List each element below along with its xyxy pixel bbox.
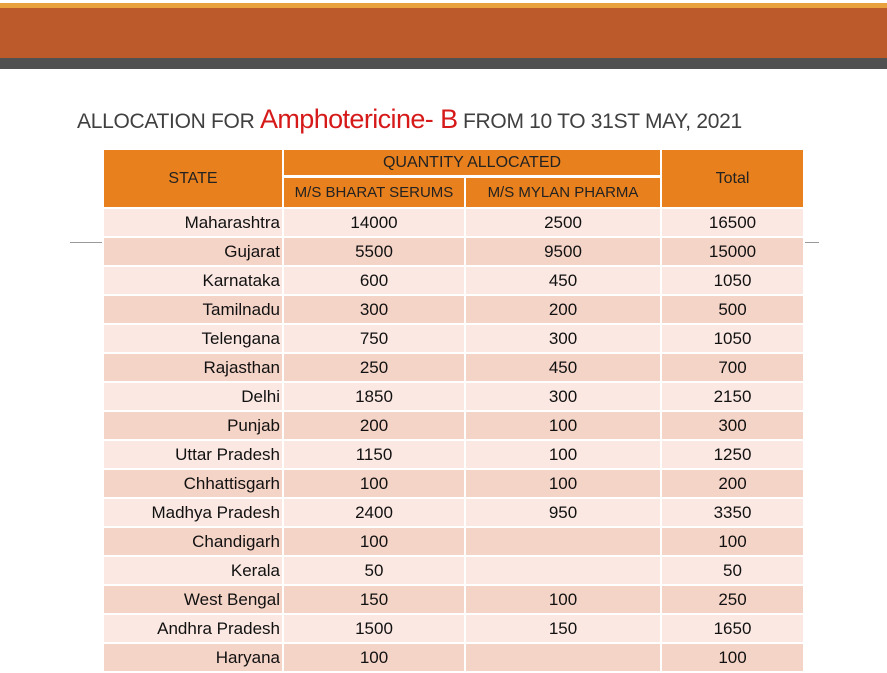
bharat-quantity-cell: 250 bbox=[282, 352, 466, 383]
total-quantity-cell: 1250 bbox=[660, 439, 805, 470]
mylan-quantity-cell: 300 bbox=[464, 381, 662, 412]
total-quantity-cell: 3350 bbox=[660, 497, 805, 528]
table-row: Punjab 200 100 300 bbox=[102, 410, 805, 441]
mylan-quantity-cell bbox=[464, 526, 662, 557]
total-quantity-cell: 50 bbox=[660, 555, 805, 586]
bharat-quantity-cell: 100 bbox=[282, 642, 466, 673]
bharat-quantity-cell: 600 bbox=[282, 265, 466, 296]
state-cell: Tamilnadu bbox=[102, 294, 284, 325]
bharat-quantity-cell: 1150 bbox=[282, 439, 466, 470]
table-row: Delhi 1850 300 2150 bbox=[102, 381, 805, 412]
state-column-header: STATE bbox=[102, 148, 284, 209]
table-row: Maharashtra 14000 2500 16500 bbox=[102, 207, 805, 238]
mylan-quantity-cell: 450 bbox=[464, 352, 662, 383]
total-quantity-cell: 1650 bbox=[660, 613, 805, 644]
total-quantity-cell: 100 bbox=[660, 642, 805, 673]
bharat-quantity-cell: 200 bbox=[282, 410, 466, 441]
bharat-quantity-cell: 300 bbox=[282, 294, 466, 325]
bharat-quantity-cell: 1850 bbox=[282, 381, 466, 412]
total-quantity-cell: 16500 bbox=[660, 207, 805, 238]
table-row: Chandigarh 100 100 bbox=[102, 526, 805, 557]
mylan-quantity-cell: 950 bbox=[464, 497, 662, 528]
state-cell: Kerala bbox=[102, 555, 284, 586]
state-cell: Gujarat bbox=[102, 236, 284, 267]
header-accent-line bbox=[0, 3, 887, 8]
mylan-quantity-cell: 100 bbox=[464, 410, 662, 441]
bharat-quantity-cell: 50 bbox=[282, 555, 466, 586]
table-row: Haryana 100 100 bbox=[102, 642, 805, 673]
state-cell: Uttar Pradesh bbox=[102, 439, 284, 470]
table-row: West Bengal 150 100 250 bbox=[102, 584, 805, 615]
total-quantity-cell: 300 bbox=[660, 410, 805, 441]
bharat-quantity-cell: 2400 bbox=[282, 497, 466, 528]
table-row: Tamilnadu 300 200 500 bbox=[102, 294, 805, 325]
table-row: Telengana 750 300 1050 bbox=[102, 323, 805, 354]
drug-name: Amphotericine- B bbox=[259, 104, 458, 134]
state-cell: Maharashtra bbox=[102, 207, 284, 238]
total-quantity-cell: 1050 bbox=[660, 323, 805, 354]
divider-line-right bbox=[803, 242, 819, 243]
state-cell: Rajasthan bbox=[102, 352, 284, 383]
total-quantity-cell: 700 bbox=[660, 352, 805, 383]
bharat-serums-header: M/S BHARAT SERUMS bbox=[282, 175, 466, 209]
bharat-quantity-cell: 150 bbox=[282, 584, 466, 615]
bharat-quantity-cell: 100 bbox=[282, 468, 466, 499]
total-quantity-cell: 250 bbox=[660, 584, 805, 615]
quantity-allocated-header: QUANTITY ALLOCATED bbox=[282, 148, 662, 178]
table-row: Madhya Pradesh 2400 950 3350 bbox=[102, 497, 805, 528]
state-cell: West Bengal bbox=[102, 584, 284, 615]
table-row: Kerala 50 50 bbox=[102, 555, 805, 586]
total-column-header: Total bbox=[660, 148, 805, 209]
header-shadow-band bbox=[0, 58, 887, 69]
bharat-quantity-cell: 14000 bbox=[282, 207, 466, 238]
mylan-quantity-cell: 100 bbox=[464, 439, 662, 470]
table-row: Gujarat 5500 9500 15000 bbox=[102, 236, 805, 267]
slide-title: ALLOCATION FOR Amphotericine- B FROM 10 … bbox=[77, 104, 742, 135]
table-body: Maharashtra 14000 2500 16500 Gujarat 5500 9500… bbox=[102, 207, 805, 673]
mylan-quantity-cell bbox=[464, 555, 662, 586]
divider-line-left bbox=[70, 242, 102, 243]
table-row: Rajasthan 250 450 700 bbox=[102, 352, 805, 383]
mylan-quantity-cell: 100 bbox=[464, 468, 662, 499]
state-cell: Chandigarh bbox=[102, 526, 284, 557]
bharat-quantity-cell: 1500 bbox=[282, 613, 466, 644]
state-cell: Punjab bbox=[102, 410, 284, 441]
table-row: Uttar Pradesh 1150 100 1250 bbox=[102, 439, 805, 470]
total-quantity-cell: 200 bbox=[660, 468, 805, 499]
mylan-quantity-cell: 200 bbox=[464, 294, 662, 325]
state-cell: Telengana bbox=[102, 323, 284, 354]
state-cell: Andhra Pradesh bbox=[102, 613, 284, 644]
slide-header-bar bbox=[0, 8, 887, 58]
allocation-table: STATE QUANTITY ALLOCATED Total M/S BHARA… bbox=[102, 148, 805, 673]
title-suffix: FROM 10 TO 31ST MAY, 2021 bbox=[457, 110, 742, 133]
mylan-pharma-header: M/S MYLAN PHARMA bbox=[464, 175, 662, 209]
total-quantity-cell: 2150 bbox=[660, 381, 805, 412]
state-cell: Chhattisgarh bbox=[102, 468, 284, 499]
mylan-quantity-cell: 300 bbox=[464, 323, 662, 354]
bharat-quantity-cell: 750 bbox=[282, 323, 466, 354]
total-quantity-cell: 500 bbox=[660, 294, 805, 325]
table-row: Andhra Pradesh 1500 150 1650 bbox=[102, 613, 805, 644]
mylan-quantity-cell bbox=[464, 642, 662, 673]
state-cell: Haryana bbox=[102, 642, 284, 673]
title-prefix: ALLOCATION FOR bbox=[77, 110, 260, 133]
total-quantity-cell: 100 bbox=[660, 526, 805, 557]
mylan-quantity-cell: 150 bbox=[464, 613, 662, 644]
mylan-quantity-cell: 100 bbox=[464, 584, 662, 615]
bharat-quantity-cell: 100 bbox=[282, 526, 466, 557]
state-cell: Madhya Pradesh bbox=[102, 497, 284, 528]
mylan-quantity-cell: 9500 bbox=[464, 236, 662, 267]
mylan-quantity-cell: 450 bbox=[464, 265, 662, 296]
bharat-quantity-cell: 5500 bbox=[282, 236, 466, 267]
total-quantity-cell: 1050 bbox=[660, 265, 805, 296]
table-row: Chhattisgarh 100 100 200 bbox=[102, 468, 805, 499]
mylan-quantity-cell: 2500 bbox=[464, 207, 662, 238]
state-cell: Karnataka bbox=[102, 265, 284, 296]
table-row: Karnataka 600 450 1050 bbox=[102, 265, 805, 296]
total-quantity-cell: 15000 bbox=[660, 236, 805, 267]
state-cell: Delhi bbox=[102, 381, 284, 412]
